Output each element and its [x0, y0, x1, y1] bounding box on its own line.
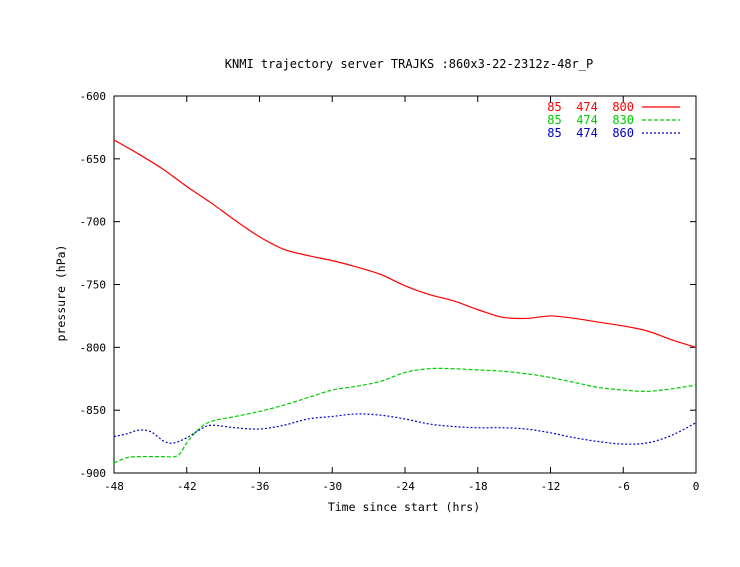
y-tick-label: -900	[80, 467, 107, 480]
y-tick-label: -650	[80, 153, 107, 166]
y-tick-label: -600	[80, 90, 107, 103]
y-axis-label: pressure (hPa)	[54, 245, 68, 342]
axis-ticks	[113, 95, 697, 474]
x-tick-label: 0	[693, 480, 700, 493]
plot-frame	[113, 95, 697, 474]
series-line-1	[113, 139, 697, 348]
x-tick-label: -42	[177, 480, 197, 493]
x-tick-label: -48	[104, 480, 124, 493]
legend-label: 85 474 830	[547, 113, 634, 127]
series-lines	[113, 139, 697, 464]
x-axis-label: Time since start (hrs)	[328, 500, 480, 514]
x-tick-label: -18	[468, 480, 488, 493]
series-line-2	[113, 367, 697, 464]
axis-tick-labels: -48 -42 -36 -30 -24 -18 -12 -6 0 -600 -650 -700 -750…	[80, 90, 700, 493]
x-tick-label: -6	[617, 480, 630, 493]
y-tick-label: -850	[80, 404, 107, 417]
x-tick-label: -12	[541, 480, 561, 493]
y-tick-label: -700	[80, 216, 107, 229]
chart-title: KNMI trajectory server TRAJKS :860x3-22-…	[225, 57, 593, 71]
series-line-3	[113, 413, 697, 445]
legend-label: 85 474 800	[547, 100, 634, 114]
x-tick-label: -36	[250, 480, 270, 493]
x-tick-label: -30	[322, 480, 342, 493]
legend-label: 85 474 860	[547, 126, 634, 140]
y-tick-label: -800	[80, 341, 107, 354]
x-tick-label: -24	[395, 480, 415, 493]
y-tick-label: -750	[80, 279, 107, 292]
